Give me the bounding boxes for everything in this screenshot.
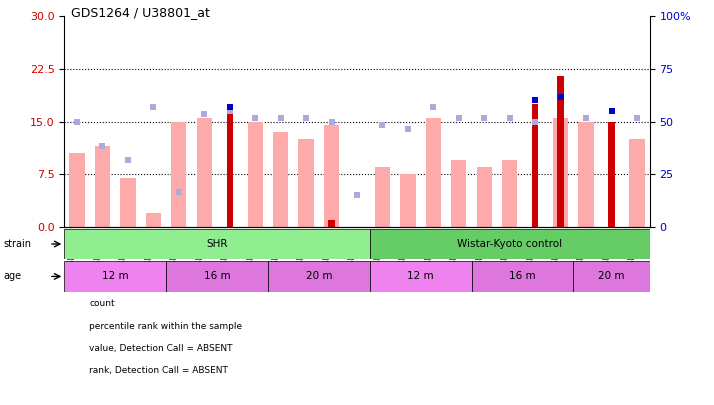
Bar xyxy=(629,139,645,227)
Text: count: count xyxy=(89,299,115,308)
Text: GSM38251: GSM38251 xyxy=(373,228,383,269)
Bar xyxy=(64,261,166,292)
Bar xyxy=(95,146,110,227)
Bar xyxy=(268,261,370,292)
Text: SHR: SHR xyxy=(206,239,228,249)
Text: GSM38258: GSM38258 xyxy=(552,228,560,269)
Bar xyxy=(426,118,441,227)
Bar xyxy=(226,111,233,227)
Bar xyxy=(324,125,339,227)
Bar xyxy=(471,261,573,292)
Bar xyxy=(578,122,594,227)
Text: GSM38256: GSM38256 xyxy=(501,228,510,269)
Bar xyxy=(553,118,568,227)
Bar xyxy=(502,160,518,227)
Text: GSM38250: GSM38250 xyxy=(348,228,357,269)
Text: 20 m: 20 m xyxy=(306,271,332,281)
Bar xyxy=(401,174,416,227)
Text: GSM38245: GSM38245 xyxy=(221,228,230,269)
Text: age: age xyxy=(4,271,21,281)
Text: GSM38253: GSM38253 xyxy=(424,228,433,269)
Text: GSM38244: GSM38244 xyxy=(195,228,204,269)
Text: GSM38249: GSM38249 xyxy=(323,228,331,269)
Bar xyxy=(328,220,335,227)
Bar xyxy=(273,132,288,227)
Text: GSM38252: GSM38252 xyxy=(399,228,408,269)
Bar xyxy=(558,76,564,227)
Bar xyxy=(608,122,615,227)
Bar xyxy=(573,261,650,292)
Text: value, Detection Call = ABSENT: value, Detection Call = ABSENT xyxy=(89,344,233,353)
Bar xyxy=(532,104,538,227)
Bar xyxy=(146,213,161,227)
Text: GSM38247: GSM38247 xyxy=(271,228,281,269)
Text: GSM38243: GSM38243 xyxy=(170,228,178,269)
Text: GSM38248: GSM38248 xyxy=(297,228,306,269)
Text: GSM38240: GSM38240 xyxy=(94,228,102,269)
Text: GSM38239: GSM38239 xyxy=(68,228,77,269)
Text: GSM38260: GSM38260 xyxy=(603,228,612,269)
Bar xyxy=(370,229,650,259)
Text: Wistar-Kyoto control: Wistar-Kyoto control xyxy=(457,239,563,249)
Text: 16 m: 16 m xyxy=(509,271,536,281)
Text: strain: strain xyxy=(4,239,31,249)
Text: percentile rank within the sample: percentile rank within the sample xyxy=(89,322,242,330)
Text: GSM38242: GSM38242 xyxy=(144,228,154,269)
Text: GSM38261: GSM38261 xyxy=(628,228,637,269)
Bar xyxy=(451,160,466,227)
Text: 12 m: 12 m xyxy=(102,271,129,281)
Bar xyxy=(375,167,390,227)
Text: GSM38257: GSM38257 xyxy=(526,228,536,269)
Text: GSM38255: GSM38255 xyxy=(476,228,484,269)
Text: GDS1264 / U38801_at: GDS1264 / U38801_at xyxy=(71,6,211,19)
Text: 16 m: 16 m xyxy=(203,271,231,281)
Text: GSM38259: GSM38259 xyxy=(577,228,586,269)
Text: GSM38246: GSM38246 xyxy=(246,228,255,269)
Text: rank, Detection Call = ABSENT: rank, Detection Call = ABSENT xyxy=(89,366,228,375)
Bar xyxy=(64,229,370,259)
Bar xyxy=(69,153,85,227)
Bar xyxy=(298,139,313,227)
Bar xyxy=(120,178,136,227)
Bar xyxy=(171,122,186,227)
Text: GSM38241: GSM38241 xyxy=(119,228,128,269)
Bar xyxy=(477,167,492,227)
Bar xyxy=(248,122,263,227)
Text: 12 m: 12 m xyxy=(407,271,434,281)
Bar xyxy=(166,261,268,292)
Bar xyxy=(196,118,212,227)
Text: 20 m: 20 m xyxy=(598,271,625,281)
Text: GSM38254: GSM38254 xyxy=(450,228,459,269)
Bar xyxy=(370,261,471,292)
